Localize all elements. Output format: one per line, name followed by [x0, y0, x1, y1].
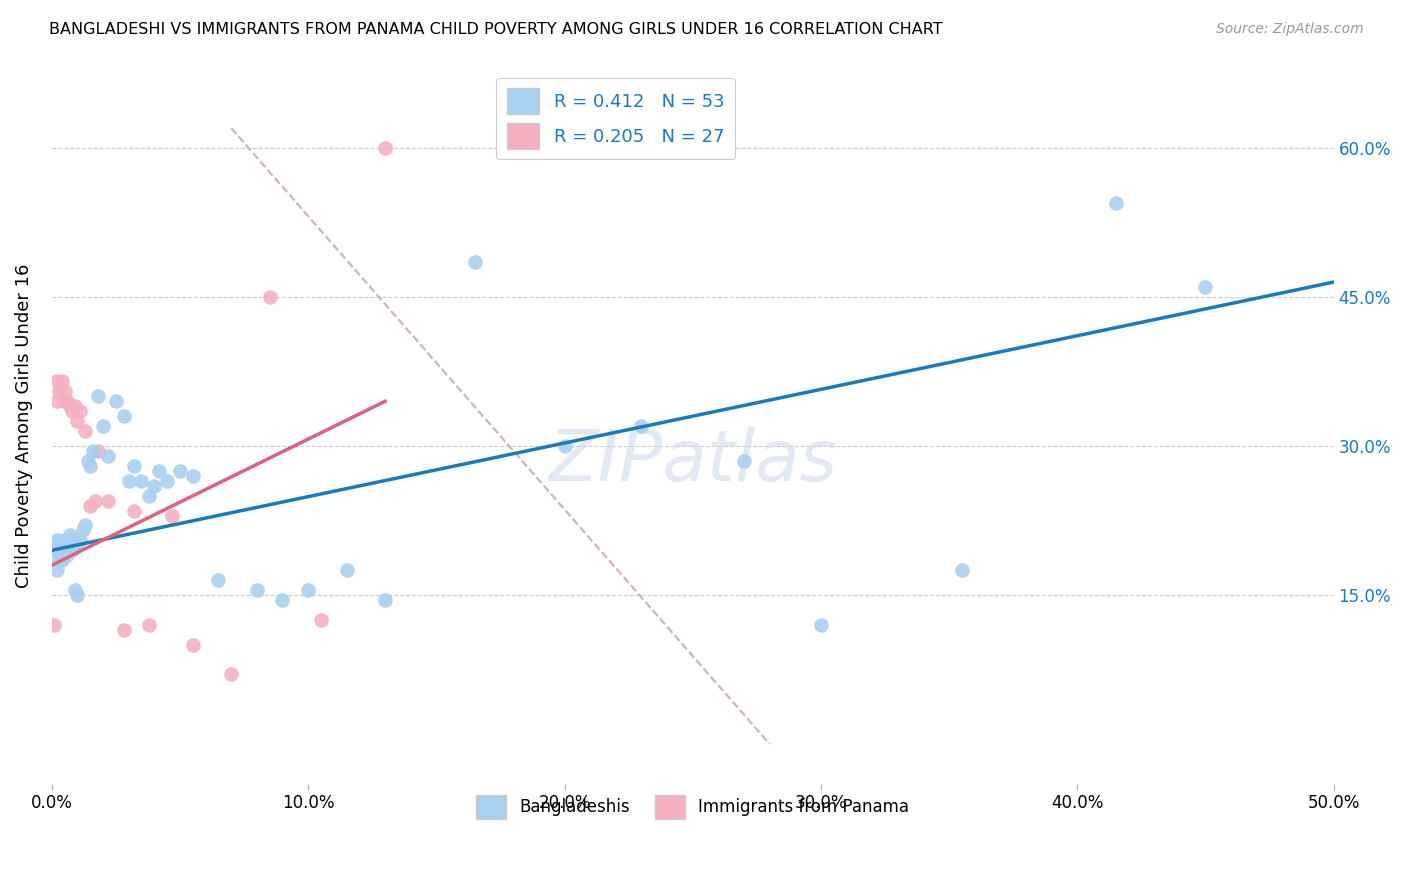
- Point: [45, 375, 67, 389]
- Point: [156, 474, 179, 488]
- Point: [45, 563, 67, 577]
- Point: [122, 503, 145, 517]
- Point: [181, 468, 204, 483]
- Point: [56, 538, 79, 552]
- Point: [76, 454, 98, 468]
- Point: [112, 409, 135, 424]
- Point: [143, 479, 166, 493]
- Point: [138, 617, 160, 632]
- Point: [104, 394, 127, 409]
- Point: [59, 399, 82, 413]
- Point: [112, 623, 135, 637]
- Point: [79, 499, 101, 513]
- Point: [56, 548, 79, 562]
- Point: [1105, 195, 1128, 210]
- Point: [66, 414, 89, 428]
- Point: [48, 538, 70, 552]
- Text: BANGLADESHI VS IMMIGRANTS FROM PANAMA CHILD POVERTY AMONG GIRLS UNDER 16 CORRELA: BANGLADESHI VS IMMIGRANTS FROM PANAMA CH…: [49, 22, 943, 37]
- Point: [336, 563, 359, 577]
- Point: [207, 573, 229, 587]
- Text: Source: ZipAtlas.com: Source: ZipAtlas.com: [1216, 22, 1364, 37]
- Point: [59, 528, 82, 542]
- Point: [45, 533, 67, 548]
- Point: [181, 638, 204, 652]
- Point: [44, 543, 66, 558]
- Point: [51, 543, 73, 558]
- Point: [84, 493, 107, 508]
- Point: [810, 617, 832, 632]
- Point: [122, 458, 145, 473]
- Point: [53, 394, 76, 409]
- Point: [309, 613, 332, 627]
- Point: [45, 394, 67, 409]
- Point: [72, 524, 94, 538]
- Point: [45, 543, 67, 558]
- Point: [87, 444, 110, 458]
- Point: [53, 384, 76, 399]
- Point: [51, 553, 73, 567]
- Point: [97, 493, 120, 508]
- Point: [1194, 280, 1216, 294]
- Point: [148, 464, 170, 478]
- Point: [60, 543, 83, 558]
- Point: [271, 593, 294, 607]
- Point: [246, 582, 269, 597]
- Point: [464, 255, 486, 269]
- Point: [48, 553, 70, 567]
- Point: [131, 474, 153, 488]
- Point: [118, 474, 141, 488]
- Point: [53, 538, 76, 552]
- Point: [48, 384, 70, 399]
- Point: [75, 424, 97, 438]
- Point: [91, 419, 114, 434]
- Point: [66, 588, 89, 602]
- Point: [733, 454, 755, 468]
- Point: [66, 538, 89, 552]
- Point: [63, 582, 86, 597]
- Point: [60, 404, 83, 418]
- Point: [60, 533, 83, 548]
- Point: [63, 399, 86, 413]
- Point: [56, 394, 79, 409]
- Point: [53, 533, 76, 548]
- Point: [75, 518, 97, 533]
- Point: [219, 667, 242, 681]
- Point: [553, 439, 575, 453]
- Point: [374, 593, 396, 607]
- Point: [87, 389, 110, 403]
- Y-axis label: Child Poverty Among Girls Under 16: Child Poverty Among Girls Under 16: [15, 264, 32, 589]
- Point: [79, 458, 101, 473]
- Point: [374, 141, 396, 155]
- Point: [297, 582, 319, 597]
- Text: ZIPatlas: ZIPatlas: [548, 427, 837, 496]
- Point: [169, 464, 191, 478]
- Legend: Bangladeshis, Immigrants from Panama: Bangladeshis, Immigrants from Panama: [470, 789, 915, 825]
- Point: [259, 290, 281, 304]
- Point: [138, 489, 160, 503]
- Point: [44, 617, 66, 632]
- Point: [950, 563, 973, 577]
- Point: [162, 508, 184, 523]
- Point: [69, 533, 91, 548]
- Point: [51, 375, 73, 389]
- Point: [82, 444, 104, 458]
- Point: [44, 538, 66, 552]
- Point: [69, 404, 91, 418]
- Point: [630, 419, 652, 434]
- Point: [97, 449, 120, 463]
